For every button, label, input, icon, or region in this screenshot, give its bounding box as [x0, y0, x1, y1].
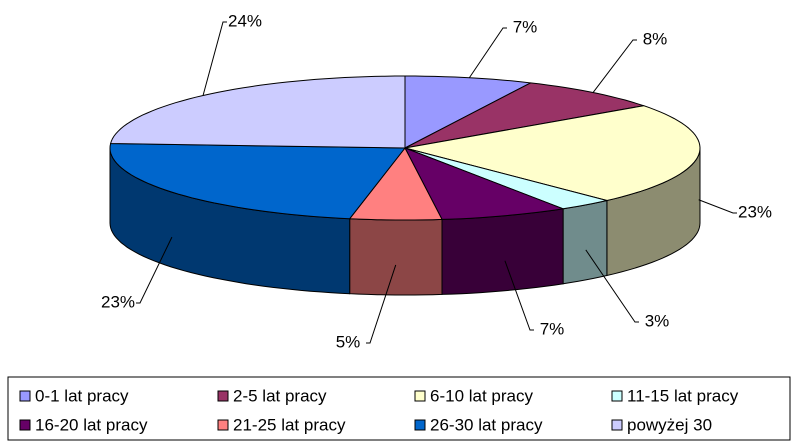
legend-swatch: [19, 419, 31, 431]
leader-line: [698, 199, 737, 214]
pie-slice: [109, 142, 407, 220]
legend-label: 2-5 lat pracy: [233, 386, 327, 405]
legend-swatch: [19, 390, 31, 402]
legend-label: 26-30 lat pracy: [430, 415, 543, 434]
legend-swatch: [414, 390, 426, 402]
legend-swatch: [611, 390, 623, 402]
data-label: 7%: [540, 319, 565, 338]
legend-swatch: [217, 390, 229, 402]
legend-label: 21-25 lat pracy: [233, 415, 346, 434]
legend-swatch: [611, 419, 623, 431]
data-label: 23%: [101, 292, 135, 311]
pie-side: [349, 218, 443, 296]
legend-label: 6-10 lat pracy: [430, 386, 533, 405]
pie-side: [441, 208, 564, 295]
legend-label: 0-1 lat pracy: [35, 386, 129, 405]
leader-line: [585, 249, 639, 323]
data-label: 8%: [643, 29, 668, 48]
data-label: 3%: [645, 311, 670, 330]
legend-label: powyżej 30: [627, 415, 712, 434]
leader-line: [592, 39, 637, 93]
legend-box: [7, 376, 791, 441]
leader-line: [366, 264, 397, 344]
pie-slice: [404, 105, 701, 202]
pie-slice: [404, 82, 644, 149]
data-label: 5%: [336, 332, 361, 351]
pie-slice: [404, 75, 533, 149]
leader-line: [202, 21, 227, 96]
leader-line: [468, 27, 507, 79]
pie-slice: [109, 75, 406, 149]
leader-line: [504, 260, 534, 331]
data-label: 7%: [513, 17, 538, 36]
leader-line: [136, 236, 173, 304]
pie-slice: [404, 147, 608, 210]
legend-label: 16-20 lat pracy: [35, 415, 148, 434]
legend-label: 11-15 lat pracy: [627, 386, 739, 405]
data-label: 23%: [738, 202, 772, 221]
pie-slice: [348, 147, 443, 221]
data-label: 24%: [228, 11, 262, 30]
legend-swatch: [414, 419, 426, 431]
legend-swatch: [217, 419, 229, 431]
pie-slice: [403, 147, 566, 220]
